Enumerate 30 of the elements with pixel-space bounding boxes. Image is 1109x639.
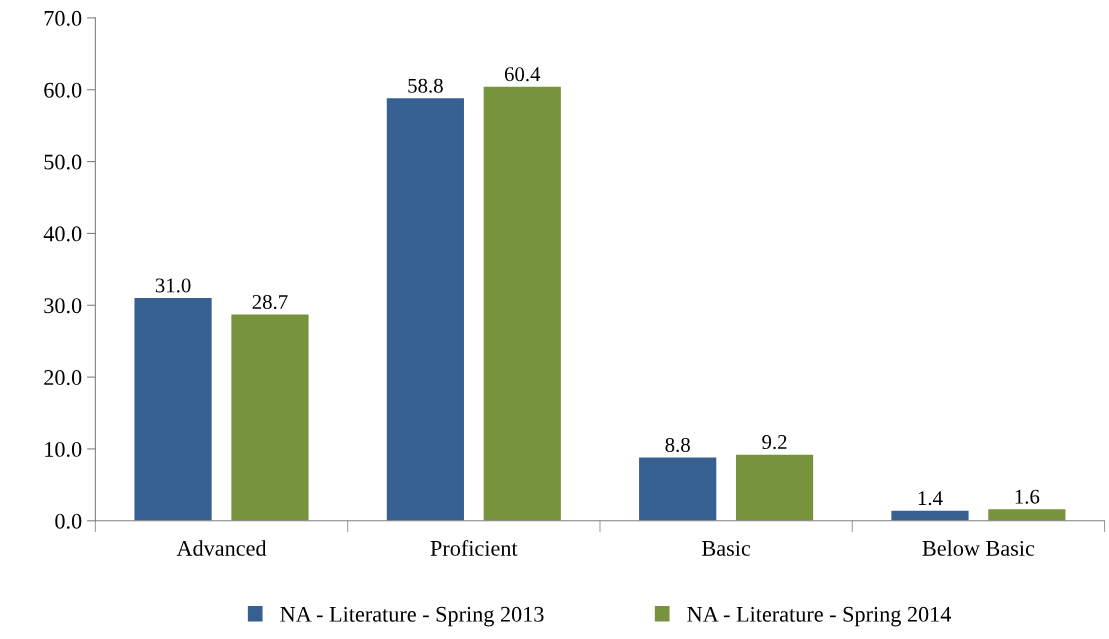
bar bbox=[231, 314, 309, 521]
data-label: 1.4 bbox=[918, 491, 943, 506]
data-label: 9.2 bbox=[762, 435, 787, 450]
y-tick-label: 50.0 bbox=[44, 154, 82, 170]
y-tick-label: 10.0 bbox=[45, 441, 82, 457]
y-tick-label: 30.0 bbox=[44, 298, 82, 314]
bar bbox=[891, 510, 969, 521]
data-label: 8.8 bbox=[665, 437, 690, 453]
x-tick-label: Proficient bbox=[430, 540, 518, 556]
data-label: 31.0 bbox=[155, 278, 191, 293]
data-label: 28.7 bbox=[252, 294, 288, 310]
x-tick-label: Basic bbox=[702, 540, 751, 556]
bar bbox=[483, 86, 561, 521]
bar bbox=[988, 509, 1066, 521]
bar bbox=[134, 298, 212, 521]
y-tick-label: 70.0 bbox=[44, 10, 82, 26]
data-label: 1.6 bbox=[1015, 489, 1040, 504]
bar bbox=[386, 98, 464, 521]
x-tick-label: Advanced bbox=[176, 540, 267, 556]
y-tick-label: 0.0 bbox=[55, 513, 82, 529]
legend-label: NA - Literature - Spring 2013 bbox=[280, 606, 544, 627]
y-tick-label: 60.0 bbox=[44, 82, 82, 98]
data-label: 60.4 bbox=[504, 67, 541, 82]
y-tick-label: 40.0 bbox=[43, 226, 82, 242]
bar bbox=[639, 457, 717, 521]
y-tick-label: 20.0 bbox=[44, 370, 82, 386]
data-label: 58.8 bbox=[408, 78, 443, 93]
x-tick-label: Below Basic bbox=[922, 540, 1035, 556]
legend-label: NA - Literature - Spring 2014 bbox=[687, 606, 952, 627]
bar bbox=[735, 454, 814, 521]
